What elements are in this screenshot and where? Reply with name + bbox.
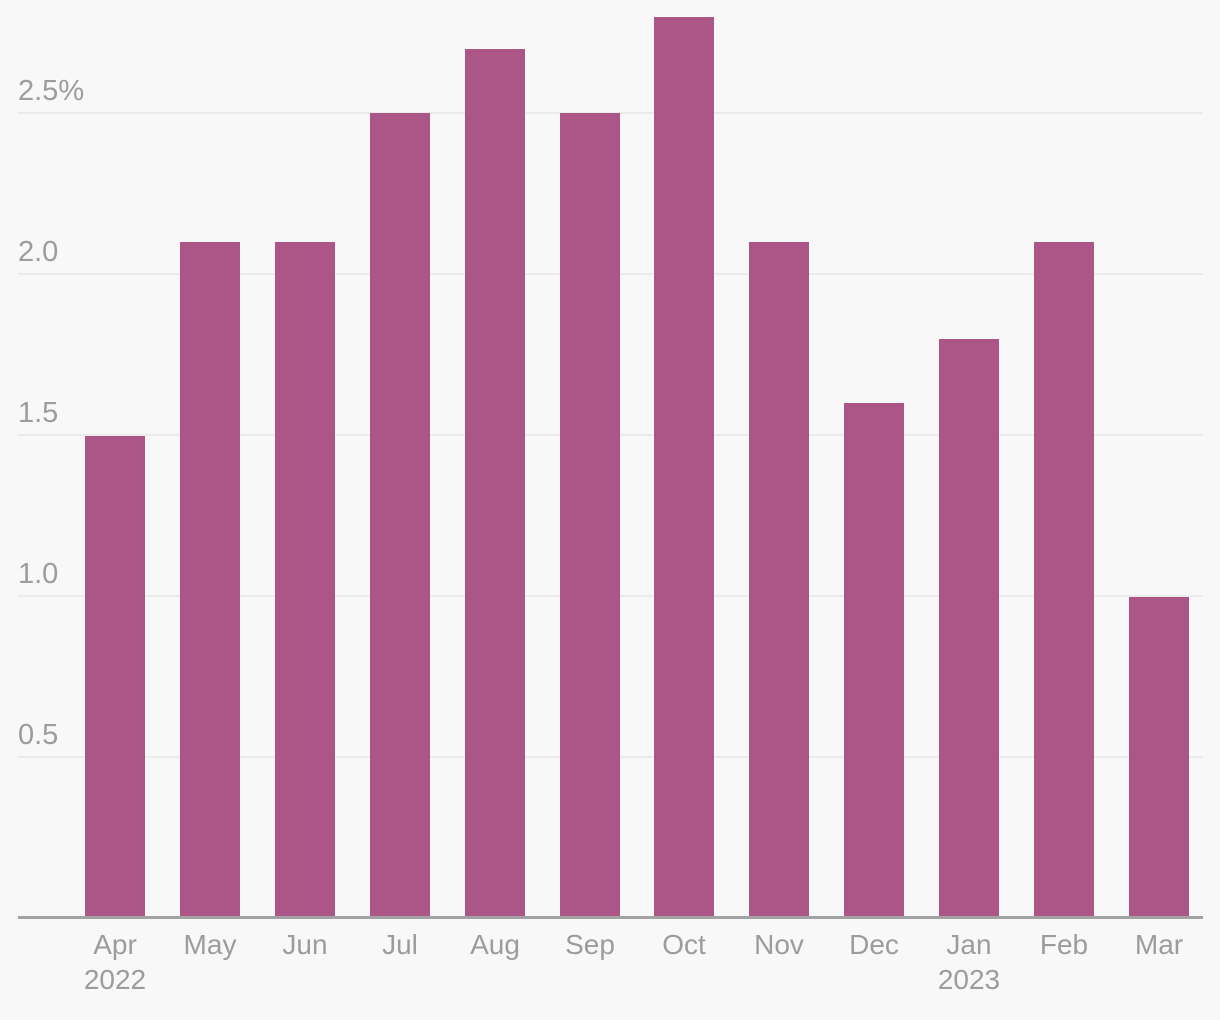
x-axis-label-nov: Nov bbox=[754, 929, 804, 960]
bar-mar bbox=[1129, 597, 1189, 919]
x-axis-label-jul: Jul bbox=[382, 929, 418, 960]
y-axis-tick-label: 2.0 bbox=[18, 236, 59, 268]
bar-may bbox=[180, 242, 240, 919]
y-axis-tick-label: 1.0 bbox=[18, 558, 59, 590]
x-axis-year-label: 2022 bbox=[83, 964, 147, 995]
x-axis-label-apr: Apr bbox=[93, 929, 137, 960]
x-axis-label-aug: Aug bbox=[470, 929, 520, 960]
x-axis-label-jun: Jun bbox=[282, 929, 328, 960]
bar-dec bbox=[844, 403, 904, 919]
y-axis-tick-label: 2.5% bbox=[18, 75, 85, 107]
x-axis-label-may: May bbox=[183, 929, 237, 960]
bar-oct bbox=[654, 17, 714, 919]
x-axis-label-feb: Feb bbox=[1039, 929, 1089, 960]
bar-feb bbox=[1034, 242, 1094, 919]
x-axis-label-oct: Oct bbox=[662, 929, 706, 960]
x-axis-label-sep: Sep bbox=[565, 929, 615, 960]
x-axis-label-mar: Mar bbox=[1134, 929, 1184, 960]
x-axis-year-label: 2023 bbox=[937, 964, 1001, 995]
y-axis-tick-label: 0.5 bbox=[18, 719, 59, 751]
x-axis-label-jan: Jan bbox=[946, 929, 992, 960]
bar-apr bbox=[85, 436, 145, 919]
x-axis-line bbox=[18, 916, 1203, 919]
x-axis-label-dec: Dec bbox=[849, 929, 899, 960]
bar-jul bbox=[370, 113, 430, 919]
bar-nov bbox=[749, 242, 809, 919]
bar-jan bbox=[939, 339, 999, 919]
bar-jun bbox=[275, 242, 335, 919]
y-axis-tick-label: 1.5 bbox=[18, 397, 59, 429]
bar-sep bbox=[560, 113, 620, 919]
bar-aug bbox=[465, 49, 525, 919]
